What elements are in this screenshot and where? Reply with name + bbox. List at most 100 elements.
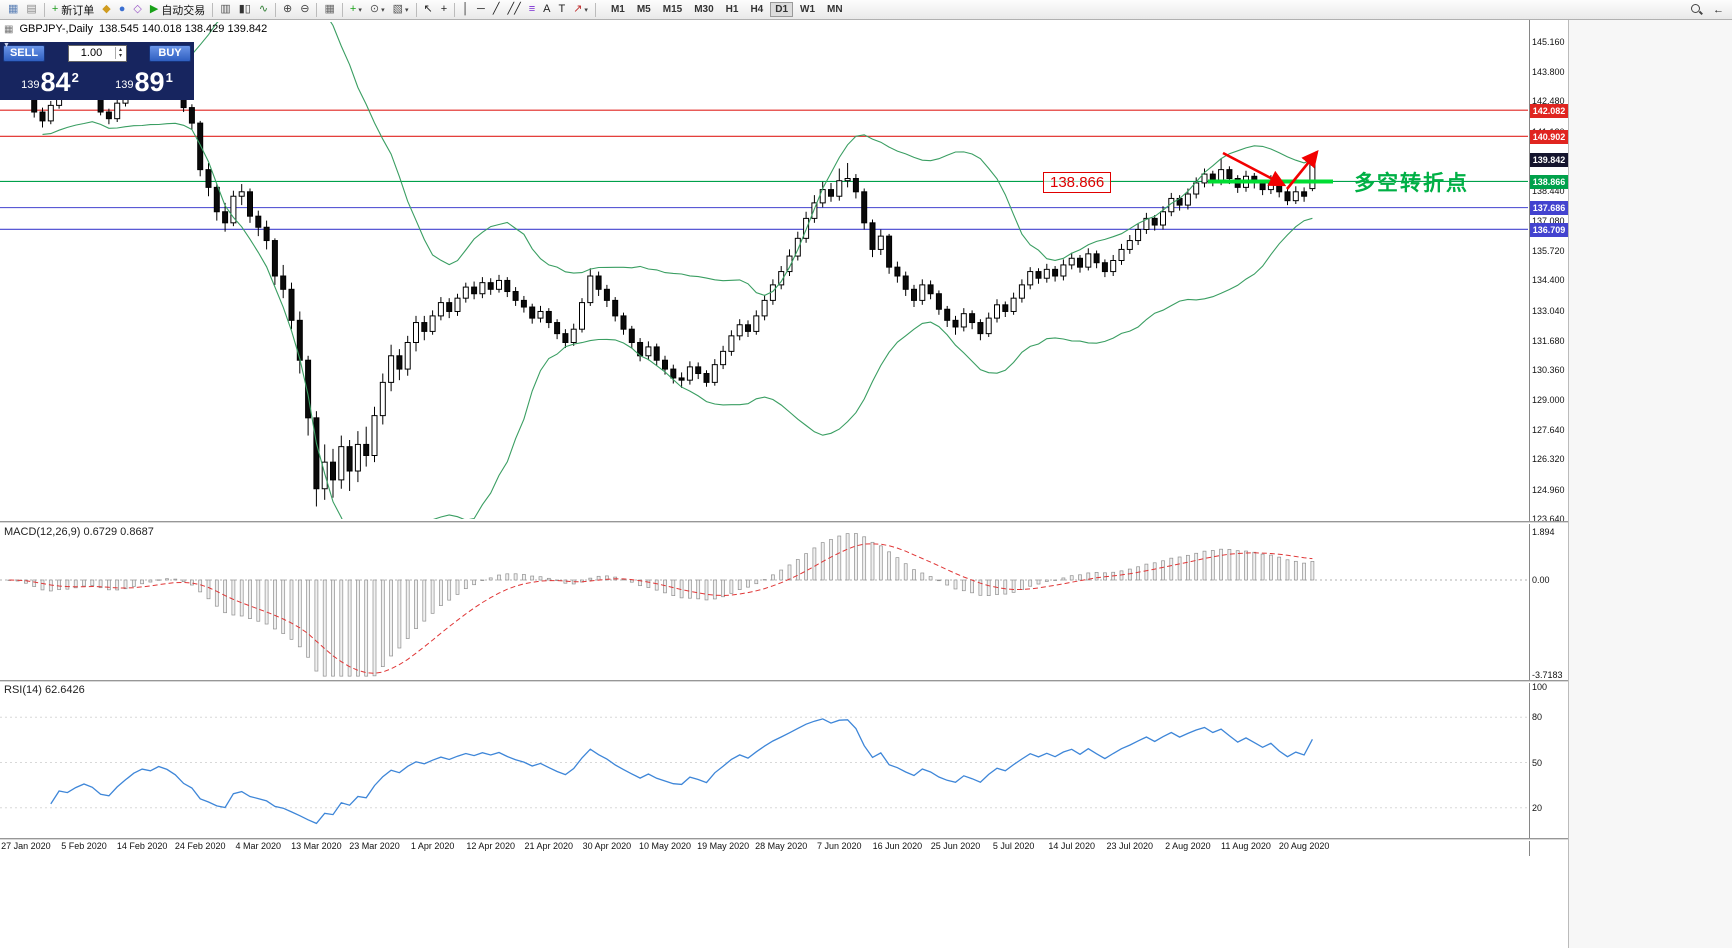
timeframe-h1[interactable]: H1 — [725, 4, 739, 15]
timeframe-mn[interactable]: MN — [827, 4, 843, 15]
price-axis[interactable]: 145.160143.800142.480141.120138.440137.0… — [1529, 20, 1568, 856]
sell-price: 139 84 2 — [3, 62, 97, 98]
zoom-out-icon[interactable]: ⊖ — [296, 0, 313, 19]
profiles-icon[interactable]: ▤ — [22, 0, 40, 19]
volume-box: ▴ ▾ — [67, 44, 127, 62]
indicators-icon[interactable]: + ▾ — [346, 0, 366, 19]
timeframe-h4[interactable]: H4 — [750, 4, 764, 15]
date-label: 27 Jan 2020 — [1, 841, 51, 851]
data-window-icon[interactable]: ● — [115, 0, 130, 19]
price-tick: 138.440 — [1532, 185, 1565, 196]
toolbar: ▦ ▤ + 新订单 ◆ ● ◇ ▶ 自动交易 ▥ ▮▯ ∿ ⊕ ⊖ ▦ + ▾ ⊙ ▾ ▧ ▾ ↖ + │ ─ ╱ ╱╱ ≡ A T ↗ ▾ M… — [0, 0, 1732, 20]
fibonacci-icon-glyph: ≡ — [528, 3, 536, 15]
price-badge: 137.686 — [1530, 201, 1568, 216]
market-watch-icon[interactable]: ◆ — [98, 0, 114, 19]
macd-tick: 1.894 — [1532, 526, 1555, 537]
date-label: 11 Aug 2020 — [1221, 841, 1271, 851]
macd-tick: -3.7183 — [1532, 669, 1563, 680]
navigator-icon[interactable]: ◇ — [129, 0, 145, 19]
buy-price-big: 89 — [134, 67, 165, 97]
back-arrow-icon[interactable]: ← — [1713, 3, 1724, 16]
chart-canvas[interactable] — [0, 0, 1529, 856]
volume-input[interactable] — [68, 46, 115, 60]
volume-up-icon[interactable]: ▴ — [118, 47, 122, 53]
search-icon[interactable] — [1690, 3, 1703, 16]
date-label: 14 Feb 2020 — [116, 841, 168, 851]
line-chart-icon-glyph: ∿ — [258, 3, 269, 15]
templates-icon[interactable]: ▧ ▾ — [389, 0, 413, 19]
price-tick: 127.640 — [1532, 425, 1565, 436]
date-label: 4 Mar 2020 — [235, 841, 282, 851]
text-label-icon-glyph: T — [558, 3, 566, 15]
horizontal-line-icon[interactable]: ─ — [473, 0, 489, 19]
candlestick-chart-icon[interactable]: ▮▯ — [235, 0, 255, 19]
periods-icon[interactable]: ⊙ ▾ — [366, 0, 389, 19]
horizontal-level-lines — [0, 109, 1528, 230]
chart-background — [0, 20, 1529, 856]
crosshair-icon-glyph: + — [440, 3, 448, 15]
trendline-icon-glyph: ╱ — [492, 3, 500, 15]
toolbar-separator — [275, 2, 277, 17]
data-window-icon-glyph: ● — [118, 3, 126, 15]
chart-ohlc-values: 138.545 140.018 138.429 139.842 — [99, 23, 268, 35]
price-tick: 134.400 — [1532, 275, 1565, 286]
turning-point-annotation: 多空转折点 — [1354, 172, 1469, 195]
tile-windows-icon[interactable]: ▦ — [320, 0, 338, 19]
timeframe-m1[interactable]: M1 — [610, 4, 625, 15]
buy-button[interactable]: BUY — [149, 44, 191, 62]
chart-symbol-period: GBPJPY-,Daily — [19, 23, 94, 35]
vertical-line-icon-glyph: │ — [462, 3, 470, 15]
crosshair-icon[interactable]: + — [437, 0, 451, 19]
volume-down-icon[interactable]: ▾ — [118, 53, 122, 59]
dropdown-arrow-icon: ▾ — [404, 6, 409, 14]
price-tick: 143.800 — [1532, 67, 1565, 78]
cursor-icon[interactable]: ↖ — [420, 0, 437, 19]
price-tick: 126.320 — [1532, 454, 1565, 465]
text-label-icon[interactable]: T — [554, 0, 569, 19]
timeframe-d1[interactable]: D1 — [770, 2, 794, 17]
date-label: 21 Apr 2020 — [524, 841, 574, 851]
panel-separator[interactable] — [0, 680, 1568, 683]
navigator-icon-glyph: ◇ — [133, 3, 142, 15]
buy-price: 139 89 1 — [97, 62, 191, 98]
charts-toolbar-icon[interactable]: ▦ — [4, 0, 22, 19]
arrows-dropdown-icon[interactable]: ↗ ▾ — [569, 0, 592, 19]
price-tick: 131.680 — [1532, 335, 1565, 346]
text-icon[interactable]: A — [539, 0, 554, 19]
timeframe-m30[interactable]: M30 — [694, 4, 714, 15]
autotrading-button[interactable]: ▶ 自动交易 — [146, 0, 209, 19]
price-badge: 142.082 — [1530, 103, 1568, 118]
date-label: 30 Apr 2020 — [582, 841, 632, 851]
one-click-trading-panel: ▼ SELL ▴ ▾ BUY 139 84 2 139 89 1 — [0, 42, 194, 100]
timeframe-w1[interactable]: W1 — [800, 4, 816, 15]
price-tick: 135.720 — [1532, 246, 1565, 257]
vertical-line-icon[interactable]: │ — [458, 0, 473, 19]
dropdown-arrow-icon: ▾ — [584, 6, 588, 14]
panel-separator[interactable] — [0, 521, 1568, 524]
date-axis[interactable]: 27 Jan 2020 5 Feb 2020 14 Feb 2020 24 Feb 2… — [0, 841, 1529, 855]
trend-arrows — [1222, 150, 1319, 190]
line-chart-icon[interactable]: ∿ — [255, 0, 272, 19]
candlestick-chart-icon-glyph: ▮▯ — [238, 3, 251, 15]
autotrading-button-label: 自动交易 — [161, 4, 206, 17]
price-badge: 139.842 — [1530, 153, 1568, 168]
zoom-in-icon[interactable]: ⊕ — [279, 0, 296, 19]
price-badge: 136.709 — [1530, 222, 1568, 237]
channel-icon[interactable]: ╱╱ — [503, 0, 524, 19]
price-badge: 138.866 — [1530, 174, 1568, 189]
timeframe-m15[interactable]: M15 — [662, 4, 683, 15]
price-tick: 130.360 — [1532, 364, 1565, 375]
bar-chart-icon[interactable]: ▥ — [216, 0, 234, 19]
new-order-button[interactable]: + 新订单 — [48, 0, 98, 19]
price-tick: 145.160 — [1532, 37, 1565, 47]
date-label: 5 Jul 2020 — [992, 841, 1035, 851]
collapse-panel-icon[interactable]: ▼ — [3, 42, 10, 49]
fibonacci-icon[interactable]: ≡ — [525, 0, 539, 19]
bar-chart-icon-glyph: ▥ — [220, 3, 231, 15]
timeframe-m5[interactable]: M5 — [636, 4, 651, 15]
sell-price-big: 84 — [40, 67, 71, 97]
sell-button[interactable]: SELL — [3, 44, 45, 62]
date-label: 23 Mar 2020 — [349, 841, 400, 851]
trendline-icon[interactable]: ╱ — [489, 0, 504, 19]
chart-symbol-icon: ▦ — [4, 23, 14, 35]
